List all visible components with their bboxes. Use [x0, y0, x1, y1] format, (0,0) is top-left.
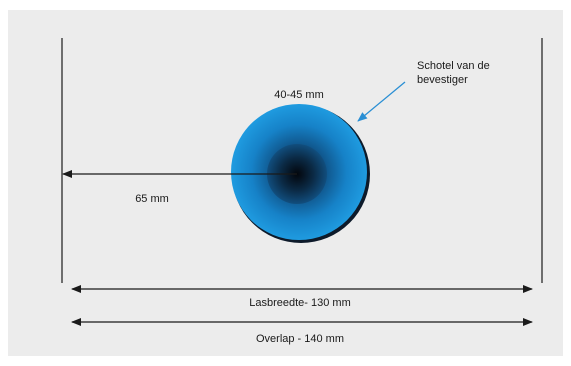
diameter-label: 40-45 mm: [274, 89, 324, 101]
callout-label-line1: Schotel van de: [417, 60, 490, 72]
weld-width-label: Lasbreedte- 130 mm: [249, 297, 351, 309]
overlap-label: Overlap - 140 mm: [256, 333, 344, 345]
callout-label-line2: bevestiger: [417, 74, 468, 86]
callout-arrow: [357, 81, 406, 122]
distance-label: 65 mm: [135, 193, 169, 205]
